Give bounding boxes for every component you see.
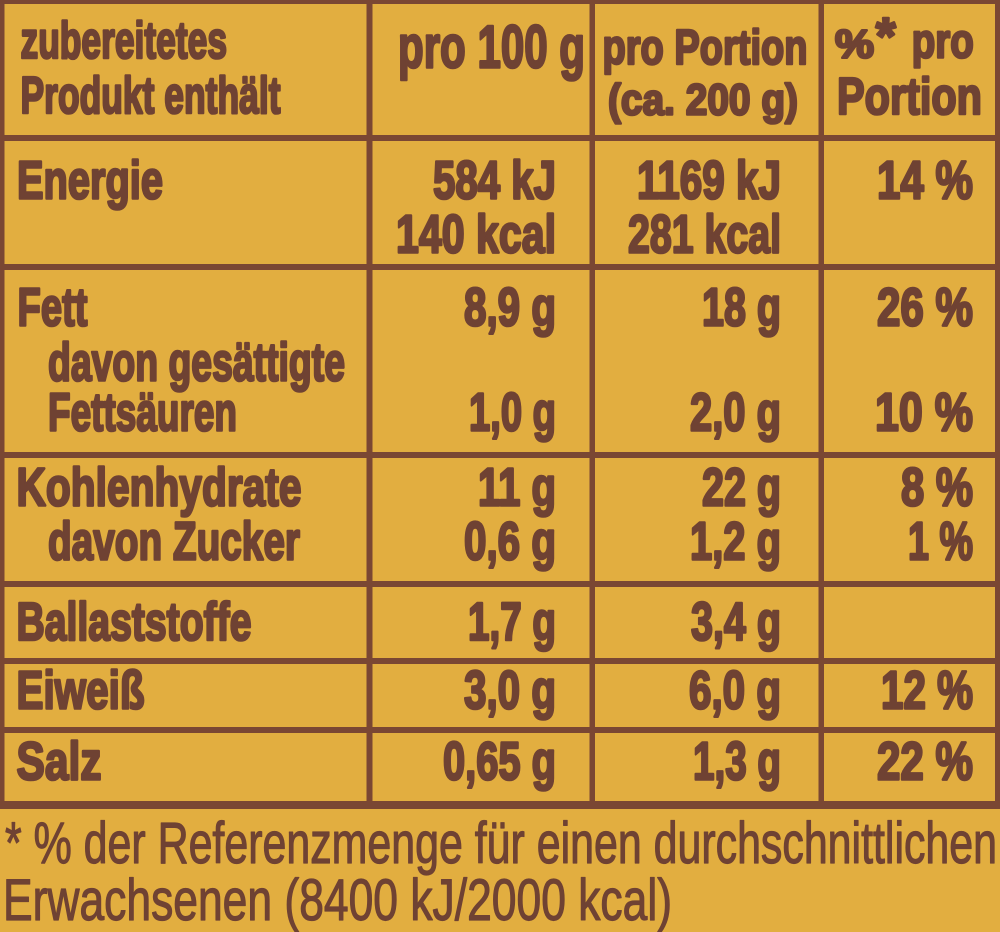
svg-text:Produkt enthält: Produkt enthält [21,67,281,125]
svg-text:1,2 g: 1,2 g [690,512,781,572]
svg-text:zubereitetes: zubereitetes [21,12,228,70]
svg-text:Fett: Fett [18,278,88,338]
svg-text:*: * [876,8,897,66]
svg-text:pro Portion: pro Portion [603,21,808,75]
svg-text:davon gesättigte: davon gesättigte [48,333,345,393]
svg-text:8,9 g: 8,9 g [464,278,556,338]
svg-text:140 kcal: 140 kcal [396,205,556,265]
svg-text:26 %: 26 % [877,278,973,338]
svg-text:pro: pro [912,15,974,68]
svg-text:0,65 g: 0,65 g [443,732,556,792]
svg-text:Salz: Salz [17,732,102,792]
svg-text:Energie: Energie [17,151,163,211]
svg-text:22 g: 22 g [702,458,781,518]
svg-text:6,0 g: 6,0 g [689,661,781,721]
svg-text:1,0 g: 1,0 g [469,383,556,443]
svg-text:Kohlenhydrate: Kohlenhydrate [17,458,302,518]
svg-text:2,0 g: 2,0 g [690,383,781,443]
svg-text:* % der Referenzmenge für eine: * % der Referenzmenge für einen durchsch… [5,811,997,876]
svg-text:584 kJ: 584 kJ [433,151,556,211]
svg-text:pro 100 g: pro 100 g [398,13,585,80]
svg-text:14 %: 14 % [877,151,973,211]
svg-text:10 %: 10 % [875,383,973,443]
svg-text:%: % [835,22,874,66]
svg-text:Erwachsenen (8400 kJ/2000 kcal: Erwachsenen (8400 kJ/2000 kcal) [3,868,672,932]
svg-text:3,4 g: 3,4 g [691,592,781,652]
svg-text:1 %: 1 % [908,512,973,572]
svg-text:1,7 g: 1,7 g [468,592,556,652]
svg-text:Portion: Portion [837,68,982,126]
svg-text:12 %: 12 % [881,661,973,721]
svg-text:1,3 g: 1,3 g [693,732,781,792]
svg-text:Fettsäuren: Fettsäuren [48,383,237,443]
svg-text:281 kcal: 281 kcal [628,205,781,265]
svg-text:0,6 g: 0,6 g [464,512,556,572]
svg-text:1169 kJ: 1169 kJ [637,151,781,211]
svg-text:(ca. 200 g): (ca. 200 g) [608,75,798,124]
svg-text:22 %: 22 % [877,732,973,792]
svg-text:18 g: 18 g [702,278,781,338]
svg-text:8 %: 8 % [901,458,973,518]
svg-text:3,0 g: 3,0 g [464,661,556,721]
svg-text:davon Zucker: davon Zucker [48,512,300,572]
svg-text:11 g: 11 g [478,458,556,518]
svg-text:Eiweiß: Eiweiß [17,661,145,721]
svg-text:Ballaststoffe: Ballaststoffe [17,592,252,652]
